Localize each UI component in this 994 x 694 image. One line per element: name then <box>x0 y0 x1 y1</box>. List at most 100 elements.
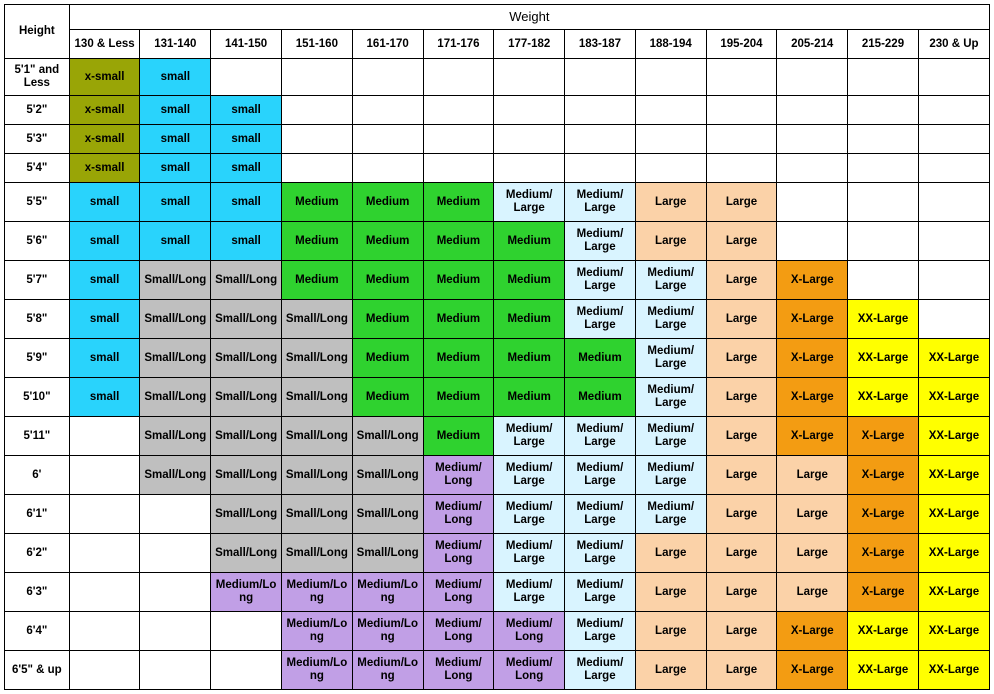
height-label: 6' <box>5 456 70 495</box>
size-cell: Medium <box>352 183 423 222</box>
size-cell <box>423 125 494 154</box>
size-cell <box>706 125 777 154</box>
size-cell: small <box>211 154 282 183</box>
size-cell: X-Large <box>848 495 919 534</box>
height-label: 6'5" & up <box>5 651 70 690</box>
size-cell: X-Large <box>777 300 848 339</box>
size-cell: Medium/ Large <box>565 300 636 339</box>
table-head: Height Weight 130 & Less131-140141-15015… <box>5 5 990 59</box>
size-cell: x-small <box>69 59 140 96</box>
size-cell <box>565 154 636 183</box>
size-cell: Small/Long <box>282 456 353 495</box>
size-cell: Small/Long <box>211 339 282 378</box>
size-cell <box>140 612 211 651</box>
size-cell <box>918 300 989 339</box>
size-cell: x-small <box>69 154 140 183</box>
size-cell: Medium/Long <box>352 573 423 612</box>
weight-col-header: 195-204 <box>706 30 777 59</box>
header-weight: Weight <box>69 5 989 30</box>
size-cell <box>848 183 919 222</box>
size-cell: Large <box>706 222 777 261</box>
size-cell: Medium <box>423 378 494 417</box>
size-cell: Medium/ Large <box>635 339 706 378</box>
size-cell: small <box>140 59 211 96</box>
size-cell: X-Large <box>777 339 848 378</box>
weight-col-header: 188-194 <box>635 30 706 59</box>
size-cell <box>69 534 140 573</box>
size-cell: small <box>211 222 282 261</box>
table-row: 5'5"smallsmallsmallMediumMediumMediumMed… <box>5 183 990 222</box>
size-cell <box>848 59 919 96</box>
size-cell: Small/Long <box>140 300 211 339</box>
height-label: 5'2" <box>5 96 70 125</box>
size-cell: Medium <box>352 300 423 339</box>
size-cell <box>140 573 211 612</box>
size-cell: small <box>140 125 211 154</box>
size-cell: Large <box>706 417 777 456</box>
weight-col-header: 151-160 <box>282 30 353 59</box>
size-cell <box>706 59 777 96</box>
size-cell <box>282 96 353 125</box>
height-label: 6'4" <box>5 612 70 651</box>
size-cell: Medium/ Large <box>494 573 565 612</box>
size-cell: Large <box>777 534 848 573</box>
size-cell: Small/Long <box>211 456 282 495</box>
size-cell: Small/Long <box>282 339 353 378</box>
size-cell <box>918 59 989 96</box>
size-cell <box>777 154 848 183</box>
size-cell: Small/Long <box>140 339 211 378</box>
size-cell: Medium <box>423 183 494 222</box>
size-cell <box>777 96 848 125</box>
size-cell <box>565 96 636 125</box>
size-cell: small <box>140 154 211 183</box>
size-cell <box>69 651 140 690</box>
size-cell: Large <box>777 456 848 495</box>
size-cell: x-small <box>69 96 140 125</box>
size-cell: Large <box>706 261 777 300</box>
table-row: 5'10"smallSmall/LongSmall/LongSmall/Long… <box>5 378 990 417</box>
table-row: 5'3"x-smallsmallsmall <box>5 125 990 154</box>
size-cell: Medium/ Large <box>565 495 636 534</box>
size-cell <box>777 125 848 154</box>
size-cell: Small/Long <box>282 495 353 534</box>
table-row: 5'1" and Lessx-smallsmall <box>5 59 990 96</box>
height-label: 5'7" <box>5 261 70 300</box>
size-cell <box>635 125 706 154</box>
weight-col-header: 131-140 <box>140 30 211 59</box>
size-cell: Large <box>706 378 777 417</box>
table-row: 5'9"smallSmall/LongSmall/LongSmall/LongM… <box>5 339 990 378</box>
size-cell: Medium/ Large <box>565 534 636 573</box>
size-cell <box>69 456 140 495</box>
size-cell: Medium/Lo ng <box>211 573 282 612</box>
size-cell: Medium <box>565 378 636 417</box>
size-cell: Medium <box>494 378 565 417</box>
size-cell <box>918 261 989 300</box>
size-cell: Small/Long <box>211 417 282 456</box>
size-cell <box>918 222 989 261</box>
size-cell: Medium <box>282 183 353 222</box>
size-cell: X-Large <box>777 417 848 456</box>
size-cell: Small/Long <box>352 534 423 573</box>
size-cell <box>565 59 636 96</box>
size-cell: Medium/ Large <box>565 456 636 495</box>
size-cell: x-small <box>69 125 140 154</box>
size-cell: Small/Long <box>140 456 211 495</box>
size-cell: XX-Large <box>918 534 989 573</box>
size-cell: XX-Large <box>848 300 919 339</box>
size-cell <box>140 534 211 573</box>
weight-col-header: 177-182 <box>494 30 565 59</box>
size-cell <box>423 96 494 125</box>
size-cell <box>777 59 848 96</box>
height-label: 5'10" <box>5 378 70 417</box>
size-cell: Medium/ Large <box>494 495 565 534</box>
size-cell: small <box>140 222 211 261</box>
size-cell: Medium/ Large <box>565 261 636 300</box>
size-cell <box>918 183 989 222</box>
size-cell: Small/Long <box>140 261 211 300</box>
size-cell: Large <box>706 534 777 573</box>
size-cell: Small/Long <box>140 417 211 456</box>
table-row: 6'3"Medium/Lo ngMedium/LongMedium/LongMe… <box>5 573 990 612</box>
size-cell: X-Large <box>777 378 848 417</box>
size-cell: Medium <box>494 339 565 378</box>
size-cell: Medium <box>494 300 565 339</box>
